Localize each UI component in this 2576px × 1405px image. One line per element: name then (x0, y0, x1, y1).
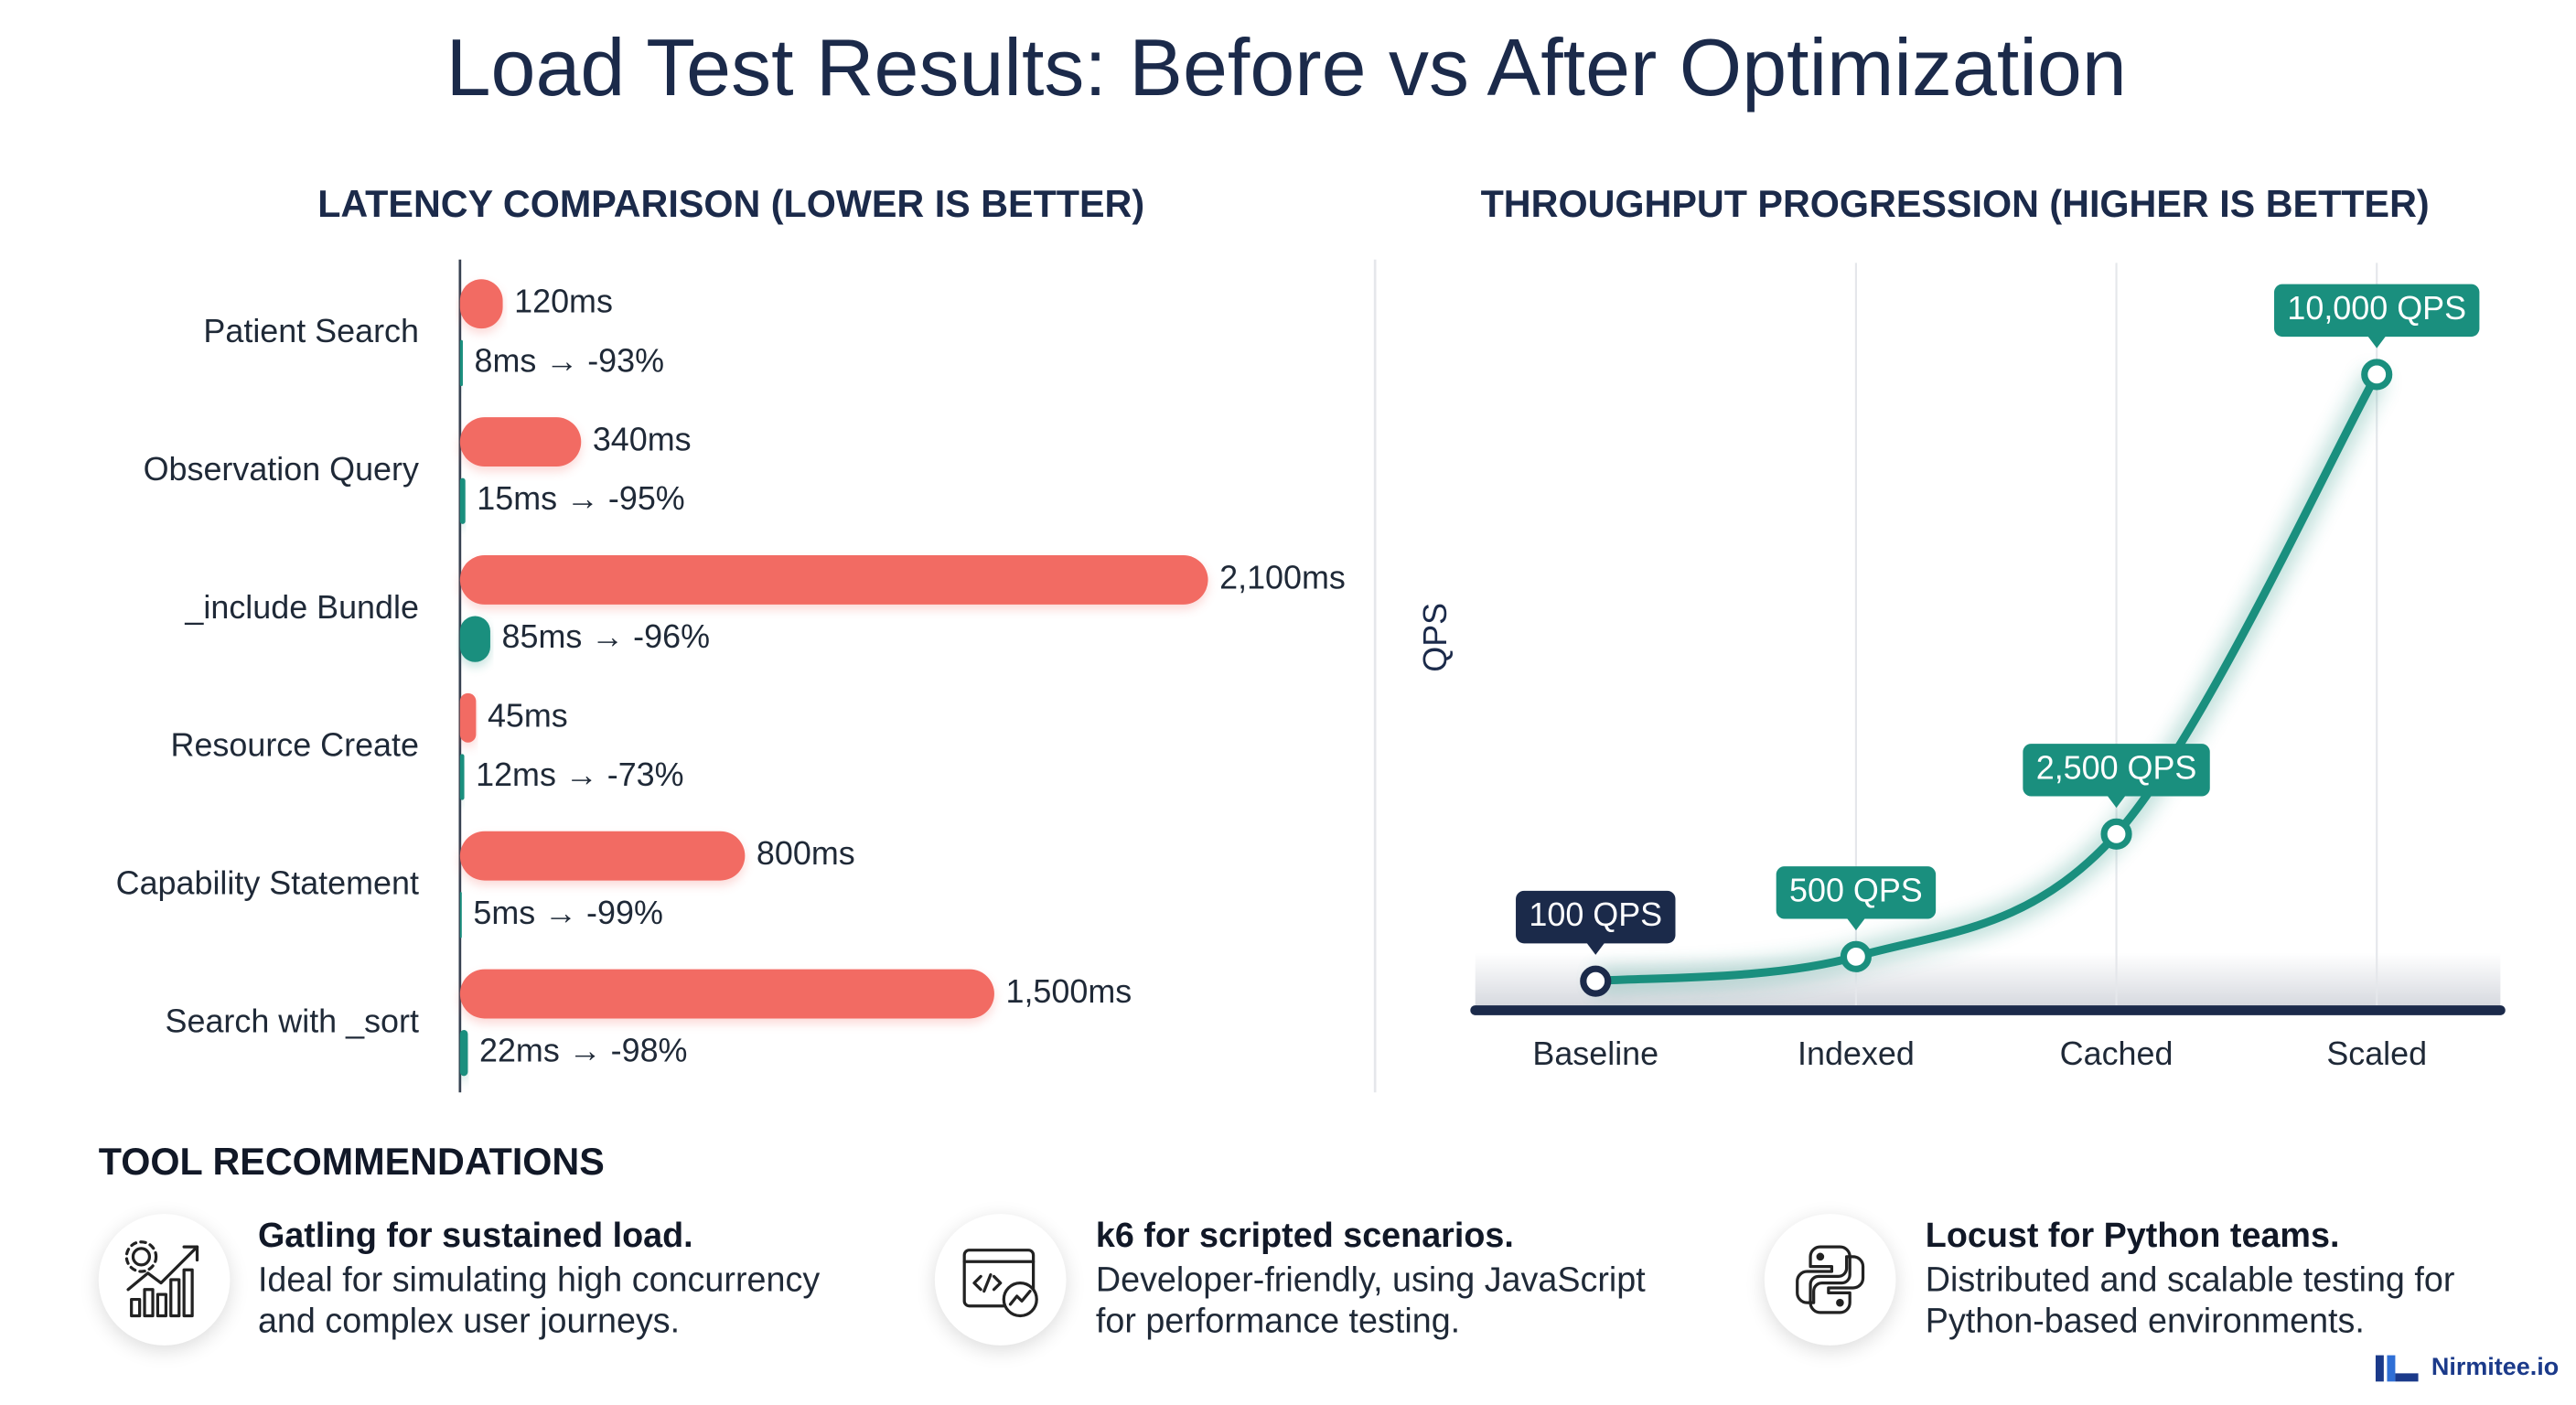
y-tick-label: _include Bundle (184, 588, 419, 626)
value-tag: 2,500 QPS (2023, 744, 2210, 809)
data-label: 500 QPS (1789, 871, 1923, 908)
y-tick-label: Patient Search (203, 312, 419, 349)
data-label: 22ms → -98% (479, 1032, 687, 1069)
tool-description: Developer-friendly, using JavaScript for… (1095, 1261, 1646, 1341)
tool-title: Gatling for sustained load. (257, 1217, 693, 1256)
brand-logo (2375, 1355, 2419, 1382)
tag-pointer (2106, 794, 2127, 809)
bar (459, 417, 582, 467)
x-tick-label: Scaled (2326, 1035, 2427, 1072)
section-heading: TOOL RECOMMENDATIONS (98, 1140, 605, 1184)
data-label: 10,000 QPS (2287, 289, 2466, 327)
data-label: 120ms (514, 283, 613, 320)
tag-pointer (2367, 335, 2387, 349)
value-tag: 100 QPS (1516, 890, 1676, 955)
bar (459, 555, 1208, 605)
bar (459, 477, 466, 524)
x-tick-label: Indexed (1798, 1035, 1915, 1072)
bar (459, 279, 503, 329)
tag-pointer (1846, 917, 1866, 931)
bar (459, 969, 994, 1019)
data-label: 2,100ms (1219, 558, 1346, 595)
data-label: 12ms → -73% (476, 756, 683, 793)
data-label: 1,500ms (1005, 972, 1132, 1010)
y-tick-label: Resource Create (171, 726, 419, 764)
bar (459, 616, 490, 662)
point (2100, 818, 2132, 850)
line-glow (1594, 369, 2388, 993)
tool-title: k6 for scripted scenarios. (1095, 1217, 1514, 1256)
bar (459, 339, 463, 387)
tag-box (1516, 890, 1676, 944)
y-tick-label: Capability Statement (116, 863, 419, 901)
y-tick-label: Search with _sort (166, 1002, 419, 1039)
gatling-icon (98, 1214, 231, 1346)
bar (459, 754, 465, 800)
data-label: 8ms → -93% (475, 341, 665, 379)
point (1840, 940, 1872, 972)
data-label: 45ms (488, 696, 568, 734)
data-label: 100 QPS (1529, 896, 1662, 933)
tool-description: Distributed and scalable testing for Pyt… (1925, 1261, 2455, 1341)
tool-title: Locust for Python teams. (1925, 1217, 2340, 1256)
tool-description: Ideal for simulating high concurrency an… (257, 1261, 821, 1341)
chart-title: THROUGHPUT PROGRESSION (HIGHER IS BETTER… (1481, 183, 2430, 225)
tag-box (1776, 866, 1937, 919)
chart-title: LATENCY COMPARISON (LOWER IS BETTER) (317, 183, 1144, 225)
tag-box (2023, 744, 2210, 797)
data-label: 340ms (593, 421, 692, 458)
bar (459, 892, 462, 938)
line (1591, 370, 2381, 986)
x-tick-label: Cached (2060, 1035, 2174, 1072)
value-tag: 10,000 QPS (2274, 284, 2480, 349)
data-label: 85ms → -96% (502, 617, 710, 655)
page-title: Load Test Results: Before vs After Optim… (446, 22, 2127, 113)
data-label: 800ms (757, 834, 855, 872)
bar (459, 1030, 468, 1077)
charts: Load Test Results: Before vs After Optim… (116, 22, 2506, 1093)
data-label: 2,500 QPS (2036, 748, 2197, 786)
tag-box (2274, 284, 2480, 338)
point (2361, 359, 2393, 391)
y-tick-label: Observation Query (144, 450, 419, 488)
tag-pointer (1585, 941, 1606, 955)
y-axis-label: QPS (1416, 603, 1454, 672)
bar (459, 692, 477, 743)
value-tag: 500 QPS (1776, 866, 1937, 931)
data-label: 15ms → -95% (477, 479, 684, 517)
k6-icon (934, 1214, 1067, 1346)
locust-icon (1764, 1214, 1896, 1346)
point (1580, 965, 1612, 997)
data-label: 5ms → -99% (473, 894, 663, 931)
brand: Nirmitee.io (2431, 1353, 2560, 1382)
x-tick-label: Baseline (1532, 1035, 1658, 1072)
bar (459, 831, 746, 881)
